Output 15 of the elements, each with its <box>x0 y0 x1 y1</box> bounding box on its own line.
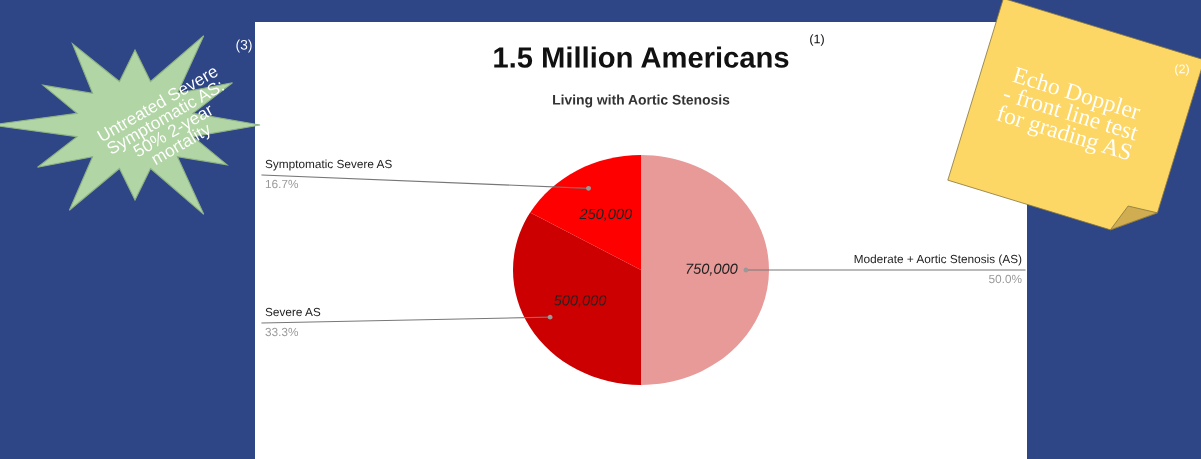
text: 16.7% <box>265 179 299 189</box>
chart-subtitle: Living with Aortic Stenosis <box>553 94 730 108</box>
data-label: 250,000 <box>579 208 633 221</box>
text: (2) <box>1175 64 1189 76</box>
slice-label: Symptomatic Severe AS <box>265 159 392 171</box>
text: 33.3% <box>265 327 299 337</box>
chart-title: 1.5 Million Americans <box>494 46 789 68</box>
text: (3) <box>236 39 252 53</box>
slice-label: Moderate + Aortic Stenosis (AS) <box>854 254 1022 266</box>
data-label: 500,000 <box>554 295 607 308</box>
data-label: 750,000 <box>686 263 738 276</box>
text: (1) <box>810 34 824 46</box>
text: 50.0% <box>989 274 1022 284</box>
text: Echo Doppler - front line test for grading AS <box>994 65 1143 166</box>
slice-label: Severe AS <box>265 307 321 317</box>
